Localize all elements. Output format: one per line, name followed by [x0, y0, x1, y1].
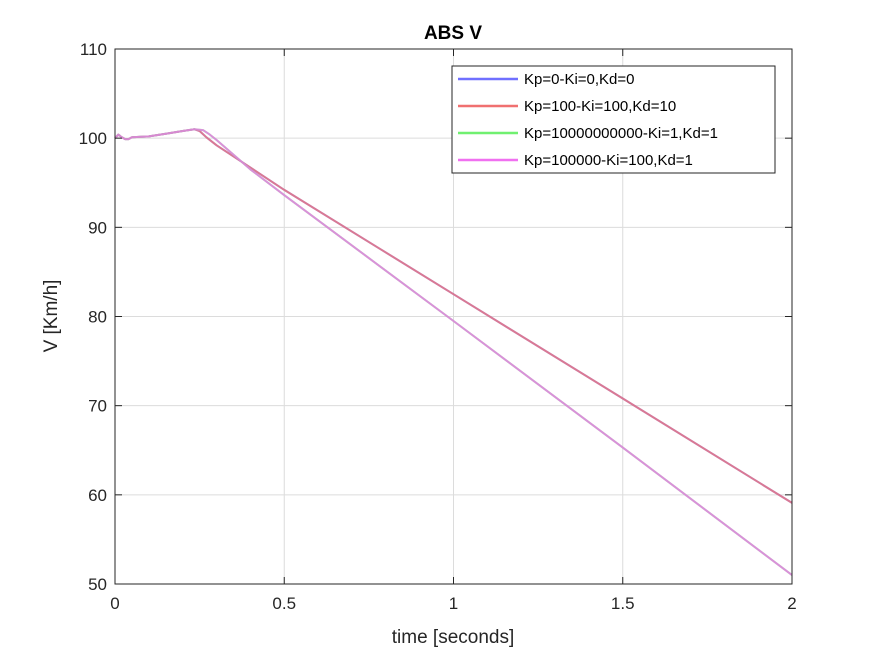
x-tick-label: 1.5 — [611, 594, 635, 613]
x-tick-label: 1 — [449, 594, 458, 613]
x-tick-label: 0 — [110, 594, 119, 613]
x-tick-label: 2 — [787, 594, 796, 613]
y-tick-label: 70 — [88, 397, 107, 416]
tick-labels: 0 0.5 1 1.5 2 50 60 70 80 90 100 110 — [79, 40, 797, 613]
series-line-4 — [114, 128, 793, 576]
y-tick-label: 50 — [88, 575, 107, 594]
y-tick-label: 80 — [88, 308, 107, 327]
legend-label-1: Kp=0-Ki=0,Kd=0 — [524, 71, 635, 88]
ticks — [114, 48, 793, 585]
legend: Kp=0-Ki=0,Kd=0 Kp=100-Ki=100,Kd=10 Kp=1000… — [451, 65, 776, 174]
y-tick-label: 110 — [80, 40, 107, 59]
x-tick-label: 0.5 — [272, 594, 296, 613]
legend-label-4: Kp=100000-Ki=100,Kd=1 — [524, 152, 693, 169]
y-tick-label: 60 — [88, 486, 107, 505]
legend-label-3: Kp=10000000000-Ki=1,Kd=1 — [524, 125, 718, 142]
y-tick-label: 90 — [88, 218, 107, 237]
legend-label-2: Kp=100-Ki=100,Kd=10 — [524, 98, 676, 115]
series-group — [114, 128, 793, 576]
y-axis-label: V [Km/h] — [41, 280, 62, 353]
y-tick-label: 100 — [79, 129, 107, 148]
legend-box — [451, 65, 776, 174]
x-axis-label: time [seconds] — [392, 627, 515, 648]
chart-title: ABS V — [424, 23, 482, 44]
